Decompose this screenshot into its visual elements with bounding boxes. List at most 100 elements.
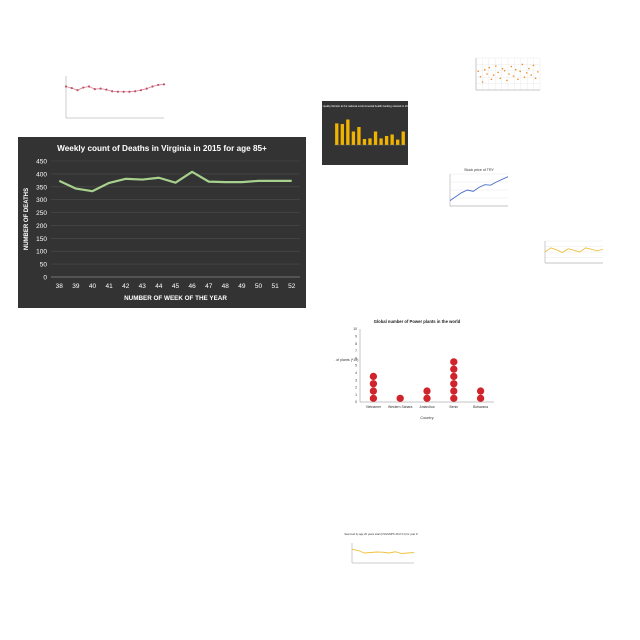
- data-point: [519, 70, 521, 73]
- y-tick-label: 250: [36, 210, 47, 217]
- data-point: [116, 90, 119, 93]
- bar: [357, 127, 361, 145]
- power-plants-chart: Global number of Power plants in the wor…: [334, 319, 494, 420]
- x-tick-label: 38: [56, 283, 64, 290]
- y-tick-label: 6: [355, 356, 357, 360]
- yellow-wave-thumbnail: [537, 233, 607, 269]
- y-tick-label: 2: [355, 386, 357, 390]
- bar: [368, 138, 372, 145]
- y-tick-label: 9: [355, 335, 357, 339]
- x-tick-label: 39: [72, 283, 80, 290]
- bar: [362, 139, 367, 145]
- x-axis-label: Country: [420, 416, 433, 420]
- data-point: [111, 90, 114, 93]
- y-axis-label: No. of plants (*10): [334, 358, 358, 362]
- data-point: [495, 65, 497, 67]
- data-point: [369, 372, 378, 381]
- data-point: [450, 380, 458, 388]
- bar: [351, 131, 356, 145]
- data-point: [534, 77, 537, 80]
- data-point: [423, 394, 431, 402]
- data-point: [486, 73, 488, 75]
- data-point: [508, 73, 510, 75]
- x-tick-label: 46: [188, 283, 196, 290]
- x-tick-label: 44: [155, 283, 163, 290]
- data-point: [64, 85, 68, 88]
- x-tick-label: 52: [288, 283, 296, 290]
- x-tick-label: Benin: [449, 405, 458, 409]
- data-point: [479, 75, 482, 78]
- data-point: [506, 79, 508, 82]
- data-point: [503, 70, 506, 72]
- bar: [379, 138, 383, 145]
- x-tick-label: Western Sahara: [388, 405, 413, 409]
- bar: [346, 119, 350, 145]
- y-tick-label: 0: [355, 400, 357, 404]
- chart-title: Sea level by age 20 years total (USGS/NP…: [344, 532, 418, 536]
- chart-background: [18, 137, 306, 308]
- data-point: [492, 74, 495, 76]
- main-chart-svg: Weekly count of Deaths in Virginia in 20…: [18, 137, 306, 308]
- x-tick-label: Antarctica: [419, 405, 434, 409]
- data-point: [76, 89, 79, 92]
- data-point: [490, 78, 493, 81]
- data-point: [87, 85, 91, 88]
- y-tick-label: 100: [36, 249, 47, 256]
- data-point: [151, 85, 154, 88]
- chart-title: Weekly count of Deaths in Virginia in 20…: [57, 144, 267, 153]
- data-point: [536, 71, 539, 73]
- pink-line-chart: [64, 76, 166, 119]
- y-tick-label: 4: [355, 371, 357, 375]
- data-point: [450, 358, 458, 366]
- bar: [335, 123, 339, 145]
- power-plants-thumbnail: Global number of Power plants in the wor…: [334, 316, 500, 422]
- air-quality-thumbnail: Air quality Monitor at the national envi…: [322, 101, 408, 165]
- bottom-yellow-chart: Sea level by age 20 years total (USGS/NP…: [344, 532, 418, 564]
- x-tick-label: 47: [205, 283, 213, 290]
- data-point: [450, 365, 458, 373]
- y-tick-label: 400: [36, 171, 47, 178]
- data-point: [99, 87, 102, 90]
- bar: [340, 124, 344, 145]
- x-tick-label: 51: [271, 283, 279, 290]
- data-point: [523, 76, 526, 78]
- data-point: [484, 68, 486, 71]
- data-point: [510, 65, 513, 68]
- stock-chart: Stock price of TRY: [449, 168, 509, 207]
- y-tick-label: 7: [355, 349, 357, 353]
- series-line: [65, 84, 165, 93]
- data-point: [514, 68, 517, 71]
- data-point: [481, 81, 484, 83]
- data-point: [70, 86, 73, 90]
- bar: [390, 134, 394, 145]
- data-point: [122, 90, 125, 93]
- data-point: [145, 87, 148, 90]
- y-tick-label: 10: [353, 327, 357, 331]
- data-point: [450, 394, 458, 402]
- data-point: [105, 88, 108, 91]
- x-tick-label: 43: [139, 283, 147, 290]
- data-point: [82, 86, 85, 89]
- stock-thumbnail: Stock price of TRY: [440, 166, 512, 216]
- data-point: [134, 90, 137, 93]
- y-tick-label: 300: [36, 197, 47, 204]
- y-tick-label: 0: [43, 275, 47, 282]
- x-tick-label: 48: [222, 283, 230, 290]
- air-quality-chart: Air quality Monitor at the national envi…: [322, 101, 408, 165]
- data-point: [528, 67, 530, 70]
- x-tick-label: Vietnamer: [366, 405, 382, 409]
- pink-line-thumbnail: [52, 66, 170, 132]
- data-point: [476, 394, 485, 402]
- y-tick-label: 450: [36, 159, 47, 166]
- data-point: [501, 67, 504, 70]
- data-point: [476, 387, 485, 395]
- x-axis-label: NUMBER OF WEEK OF THE YEAR: [124, 295, 227, 302]
- scatter-thumbnail: [466, 52, 542, 98]
- chart-title: Air quality Monitor at the national envi…: [322, 104, 408, 108]
- x-tick-label: Botswana: [473, 405, 488, 409]
- chart-background: [322, 101, 408, 165]
- data-point: [157, 83, 160, 87]
- scatter-chart: [475, 57, 541, 91]
- data-point: [488, 66, 491, 69]
- x-tick-label: 41: [105, 283, 113, 290]
